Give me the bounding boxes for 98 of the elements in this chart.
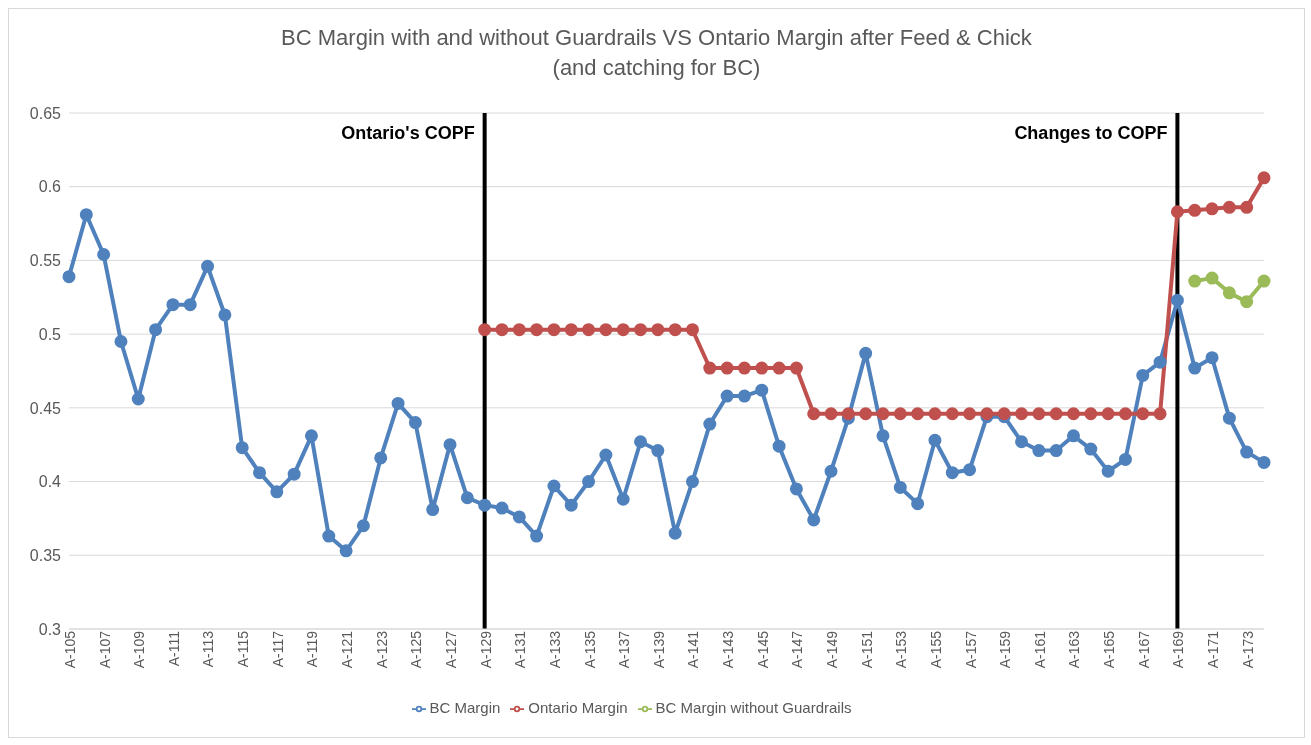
- legend-label: BC Margin: [429, 698, 501, 716]
- x-tick-label: A-107: [96, 630, 113, 669]
- chart-title: BC Margin with and without Guardrails VS Ontario Margin after Feed & Chick (and catching for BC): [280, 24, 1033, 82]
- point: [1032, 407, 1046, 421]
- point: [1170, 205, 1184, 219]
- x-tick-label: A-141: [685, 630, 702, 669]
- point: [1222, 200, 1236, 214]
- point: [512, 323, 526, 337]
- x-tick-label: A-163: [1066, 630, 1083, 669]
- point: [547, 323, 561, 337]
- point: [1118, 407, 1132, 421]
- x-tick-label: A-171: [1204, 630, 1221, 669]
- point: [1015, 407, 1029, 421]
- x-tick-label: A-147: [789, 630, 806, 669]
- point: [582, 323, 596, 337]
- x-tick-label: A-127: [442, 630, 459, 669]
- point: [1257, 274, 1271, 288]
- point: [1188, 203, 1202, 217]
- x-tick-label: A-139: [650, 630, 667, 669]
- x-tick-label: A-111: [165, 630, 182, 667]
- point: [1240, 200, 1254, 214]
- x-tick-label: A-131: [512, 630, 529, 669]
- point: [1101, 407, 1115, 421]
- point: [737, 361, 751, 375]
- point: [599, 323, 613, 337]
- point: [876, 407, 890, 421]
- x-tick-label: A-105: [61, 630, 78, 669]
- x-tick-label: A-165: [1101, 630, 1118, 669]
- point: [755, 361, 769, 375]
- x-tick-label: A-115: [235, 630, 252, 668]
- point: [1240, 295, 1254, 309]
- x-tick-label: A-159: [997, 630, 1014, 669]
- point: [668, 323, 682, 337]
- x-tick-label: A-167: [1135, 630, 1152, 669]
- x-tick-label: A-129: [477, 630, 494, 669]
- point: [824, 407, 838, 421]
- point: [1222, 286, 1236, 300]
- point: [478, 323, 492, 337]
- ref-line-label: Ontario's COPF: [341, 123, 475, 143]
- y-tick-label: 0.3: [38, 620, 62, 638]
- y-tick-label: 0.45: [29, 399, 62, 417]
- legend-label: BC Margin without Guardrails: [655, 698, 852, 716]
- point: [1049, 407, 1063, 421]
- point: [963, 407, 977, 421]
- x-tick-label: A-109: [131, 630, 148, 669]
- point: [720, 361, 734, 375]
- x-tick-label: A-145: [754, 630, 771, 669]
- point: [928, 407, 942, 421]
- x-tick-label: A-113: [200, 630, 217, 668]
- point: [945, 407, 959, 421]
- x-tick-label: A-135: [581, 630, 598, 669]
- ref-line-label: Changes to COPF: [1014, 123, 1168, 143]
- y-tick-label: 0.55: [29, 252, 62, 270]
- x-tick-label: A-117: [269, 630, 286, 668]
- point: [1153, 407, 1167, 421]
- point: [530, 323, 544, 337]
- x-tick-label: A-137: [616, 630, 633, 669]
- point: [703, 361, 717, 375]
- point: [841, 407, 855, 421]
- point: [859, 407, 873, 421]
- x-tick-label: A-143: [720, 630, 737, 669]
- x-tick-label: A-149: [823, 630, 840, 669]
- x-tick-label: A-153: [893, 630, 910, 669]
- point: [1084, 407, 1098, 421]
- point: [1205, 202, 1219, 216]
- x-tick-label: A-173: [1239, 630, 1256, 669]
- point: [685, 323, 699, 337]
- x-tick-label: A-151: [858, 630, 875, 669]
- point: [911, 407, 925, 421]
- point: [789, 361, 803, 375]
- point: [616, 323, 630, 337]
- point: [807, 407, 821, 421]
- x-tick-label: A-157: [962, 630, 979, 669]
- point: [772, 361, 786, 375]
- y-tick-label: 0.4: [38, 473, 62, 491]
- point: [893, 407, 907, 421]
- point: [1205, 271, 1219, 285]
- point: [1136, 407, 1150, 421]
- point: [634, 323, 648, 337]
- y-tick-label: 0.35: [29, 546, 62, 564]
- x-tick-label: A-155: [927, 630, 944, 669]
- legend-label: Ontario Margin: [528, 698, 628, 716]
- x-tick-label: A-133: [546, 630, 563, 669]
- point: [1066, 407, 1080, 421]
- point: [1188, 274, 1202, 288]
- y-tick-label: 0.6: [38, 178, 62, 196]
- x-tick-label: A-119: [304, 630, 321, 668]
- x-tick-label: A-169: [1170, 630, 1187, 669]
- x-tick-label: A-123: [373, 630, 390, 669]
- x-tick-label: A-125: [408, 630, 425, 669]
- point: [495, 323, 509, 337]
- point: [564, 323, 578, 337]
- x-tick-label: A-121: [339, 630, 356, 669]
- y-tick-label: 0.5: [38, 325, 62, 343]
- y-tick-label: 0.65: [29, 104, 62, 122]
- point: [1257, 171, 1271, 185]
- point: [651, 323, 665, 337]
- x-tick-label: A-161: [1031, 630, 1048, 669]
